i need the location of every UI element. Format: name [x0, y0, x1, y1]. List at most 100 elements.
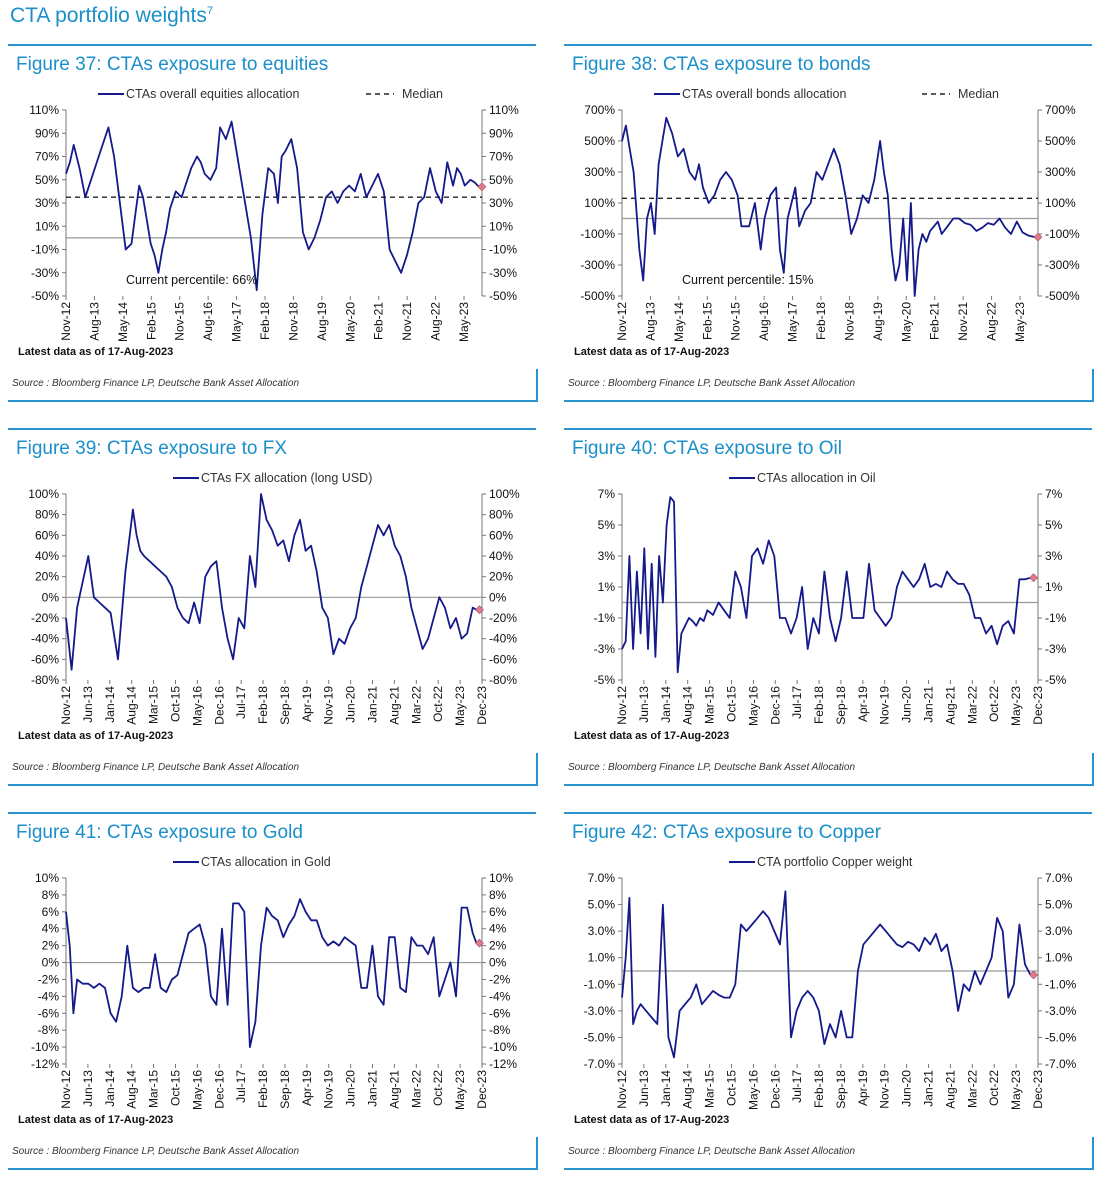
- figure-39-chart: 100% 100% 80% 80% 60% 60% 40% 40% 20% 20% 0% 0% -20%…: [28, 471, 520, 726]
- figure-39-panel: Figure 39: CTAs exposure to FX 100% 100% 8…: [8, 428, 538, 786]
- figure-title: Figure 39: CTAs exposure to FX: [16, 438, 288, 459]
- y-tick-label-right: -40%: [489, 632, 517, 646]
- y-tick-label-left: 2%: [42, 939, 60, 953]
- legend-median-label: Median: [402, 87, 443, 101]
- y-tick-label-right: 7.0%: [1045, 871, 1073, 885]
- figure-42-chart: 7.0% 7.0% 5.0% 5.0% 3.0% 3.0% 1.0% 1.0% -1.0% -1.…: [584, 855, 1077, 1110]
- x-tick-label: Dec-23: [1031, 1070, 1045, 1109]
- y-tick-label-right: 500%: [1045, 134, 1076, 148]
- y-tick-label-right: 50%: [489, 173, 513, 187]
- y-tick-label-left: 4%: [42, 922, 60, 936]
- source-note: Source : Bloomberg Finance LP, Deutsche …: [568, 378, 856, 389]
- x-tick-label: Nov-19: [878, 686, 892, 725]
- x-tick-label: Dec-16: [768, 1070, 782, 1109]
- y-tick-label-left: 5.0%: [588, 898, 616, 912]
- y-tick-label-left: 500%: [584, 134, 615, 148]
- x-tick-label: Aug-22: [429, 302, 443, 341]
- y-tick-label-left: -5%: [594, 673, 616, 687]
- panel-right-rule: [1092, 753, 1094, 786]
- y-tick-label-right: 2%: [489, 939, 507, 953]
- x-tick-label: Nov-21: [400, 302, 414, 341]
- y-tick-label-right: -300%: [1045, 258, 1080, 272]
- y-tick-label-left: 50%: [35, 173, 59, 187]
- y-tick-label-right: -80%: [489, 673, 517, 687]
- x-tick-label: Jun-20: [900, 1070, 914, 1107]
- x-tick-label: Jul-17: [234, 1070, 248, 1103]
- x-tick-label: Mar-15: [147, 686, 161, 724]
- x-tick-label: Nov-18: [286, 302, 300, 341]
- figure-title: Figure 40: CTAs exposure to Oil: [572, 438, 842, 459]
- y-tick-label-left: 70%: [35, 150, 59, 164]
- y-tick-label-right: -1%: [1045, 611, 1067, 625]
- x-tick-label: Jul-17: [790, 1070, 804, 1103]
- x-tick-label: Aug-21: [943, 1070, 957, 1109]
- figure-41-panel: Figure 41: CTAs exposure to Gold 10% 10% 8…: [8, 812, 538, 1170]
- y-tick-label-left: -8%: [38, 1023, 60, 1037]
- figure-40-chart: 7% 7%5% 5%3% 3%1% 1%-1% -1%-3% -3%-5% -5%Nov-12…: [594, 471, 1067, 726]
- percentile-annotation: Current percentile: 15%: [682, 273, 813, 287]
- x-tick-label: Oct-15: [724, 686, 738, 722]
- panel-bottom-rule: [8, 1168, 536, 1170]
- series-line: [65, 493, 477, 671]
- x-tick-label: Jul-17: [790, 686, 804, 719]
- y-tick-label-left: 5%: [598, 518, 616, 532]
- x-tick-label: Aug-14: [681, 686, 695, 725]
- series-line: [621, 890, 1032, 1059]
- y-tick-label-right: -50%: [489, 289, 517, 303]
- x-tick-label: Jan-14: [103, 1070, 117, 1107]
- figure-42-panel: Figure 42: CTAs exposure to Copper 7.0% 7…: [564, 812, 1094, 1170]
- x-tick-label: Feb-21: [928, 302, 942, 340]
- y-tick-label-left: -5.0%: [584, 1030, 616, 1044]
- x-tick-label: Mar-22: [965, 1070, 979, 1108]
- x-tick-label: May-14: [672, 302, 686, 342]
- x-tick-label: Aug-16: [757, 302, 771, 341]
- figure-title: Figure 41: CTAs exposure to Gold: [16, 822, 303, 843]
- source-note: Source : Bloomberg Finance LP, Deutsche …: [12, 378, 300, 389]
- legend-series-label: CTA portfolio Copper weight: [757, 855, 913, 869]
- y-tick-label-left: 7%: [598, 487, 616, 501]
- source-note: Source : Bloomberg Finance LP, Deutsche …: [568, 1146, 856, 1157]
- x-tick-label: May-17: [230, 302, 244, 342]
- x-tick-label: May-23: [1009, 1070, 1023, 1110]
- x-tick-label: Jun-20: [344, 1070, 358, 1107]
- legend-series-label: CTAs FX allocation (long USD): [201, 471, 372, 485]
- y-tick-label-left: 90%: [35, 126, 59, 140]
- x-tick-label: Jul-17: [234, 686, 248, 719]
- source-note: Source : Bloomberg Finance LP, Deutsche …: [12, 1146, 300, 1157]
- x-tick-label: Aug-16: [201, 302, 215, 341]
- x-tick-label: Mar-22: [409, 1070, 423, 1108]
- panel-top-rule: [564, 44, 1092, 46]
- y-tick-label-right: -2%: [489, 972, 511, 986]
- y-tick-label-right: 110%: [489, 103, 519, 117]
- x-tick-label: Aug-21: [387, 1070, 401, 1109]
- x-tick-label: Mar-22: [965, 686, 979, 724]
- y-tick-label-left: -300%: [580, 258, 615, 272]
- y-tick-label-right: 3.0%: [1045, 924, 1073, 938]
- panel-bottom-rule: [8, 400, 536, 402]
- legend-series-label: CTAs allocation in Gold: [201, 855, 331, 869]
- x-tick-label: Oct-15: [168, 1070, 182, 1106]
- x-tick-label: Feb-21: [372, 302, 386, 340]
- y-tick-label-right: -4%: [489, 989, 511, 1003]
- panel-top-rule: [8, 428, 536, 430]
- x-tick-label: May-14: [116, 302, 130, 342]
- x-tick-label: Nov-19: [322, 1070, 336, 1109]
- x-tick-label: Aug-19: [315, 302, 329, 341]
- y-tick-label-left: -7.0%: [584, 1057, 616, 1071]
- y-tick-label-left: -60%: [31, 652, 59, 666]
- x-tick-label: Sep-18: [278, 686, 292, 725]
- y-tick-label-right: -5%: [1045, 673, 1067, 687]
- y-tick-label-left: 100%: [584, 196, 615, 210]
- x-tick-label: Dec-16: [212, 1070, 226, 1109]
- y-tick-label-right: -7.0%: [1045, 1057, 1077, 1071]
- y-tick-label-left: 1%: [598, 580, 616, 594]
- y-tick-label-left: -3%: [594, 642, 616, 656]
- y-tick-label-right: -5.0%: [1045, 1030, 1077, 1044]
- last-value-marker: [475, 605, 484, 615]
- panel-right-rule: [536, 753, 538, 786]
- x-tick-label: Oct-22: [987, 686, 1001, 722]
- x-tick-label: Aug-19: [871, 302, 885, 341]
- y-tick-label-left: -3.0%: [584, 1004, 616, 1018]
- y-tick-label-left: 110%: [29, 103, 59, 117]
- x-tick-label: Feb-18: [814, 302, 828, 340]
